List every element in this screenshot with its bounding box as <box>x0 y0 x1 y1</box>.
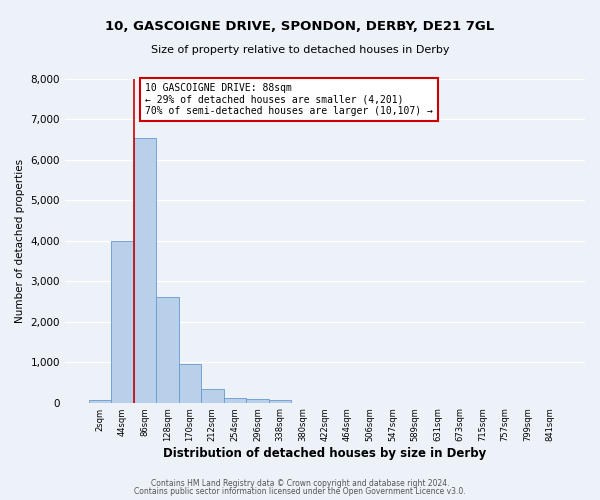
Bar <box>179 364 201 403</box>
Bar <box>246 400 269 402</box>
Text: Size of property relative to detached houses in Derby: Size of property relative to detached ho… <box>151 45 449 55</box>
X-axis label: Distribution of detached houses by size in Derby: Distribution of detached houses by size … <box>163 447 487 460</box>
Bar <box>89 400 111 402</box>
Text: 10, GASCOIGNE DRIVE, SPONDON, DERBY, DE21 7GL: 10, GASCOIGNE DRIVE, SPONDON, DERBY, DE2… <box>106 20 494 33</box>
Bar <box>156 298 179 403</box>
Bar <box>134 138 156 402</box>
Bar <box>111 241 134 402</box>
Bar <box>224 398 246 402</box>
Y-axis label: Number of detached properties: Number of detached properties <box>15 158 25 323</box>
Bar <box>269 400 291 402</box>
Text: Contains HM Land Registry data © Crown copyright and database right 2024.: Contains HM Land Registry data © Crown c… <box>151 478 449 488</box>
Text: Contains public sector information licensed under the Open Government Licence v3: Contains public sector information licen… <box>134 487 466 496</box>
Text: 10 GASCOIGNE DRIVE: 88sqm
← 29% of detached houses are smaller (4,201)
70% of se: 10 GASCOIGNE DRIVE: 88sqm ← 29% of detac… <box>145 83 433 116</box>
Bar <box>201 389 224 402</box>
